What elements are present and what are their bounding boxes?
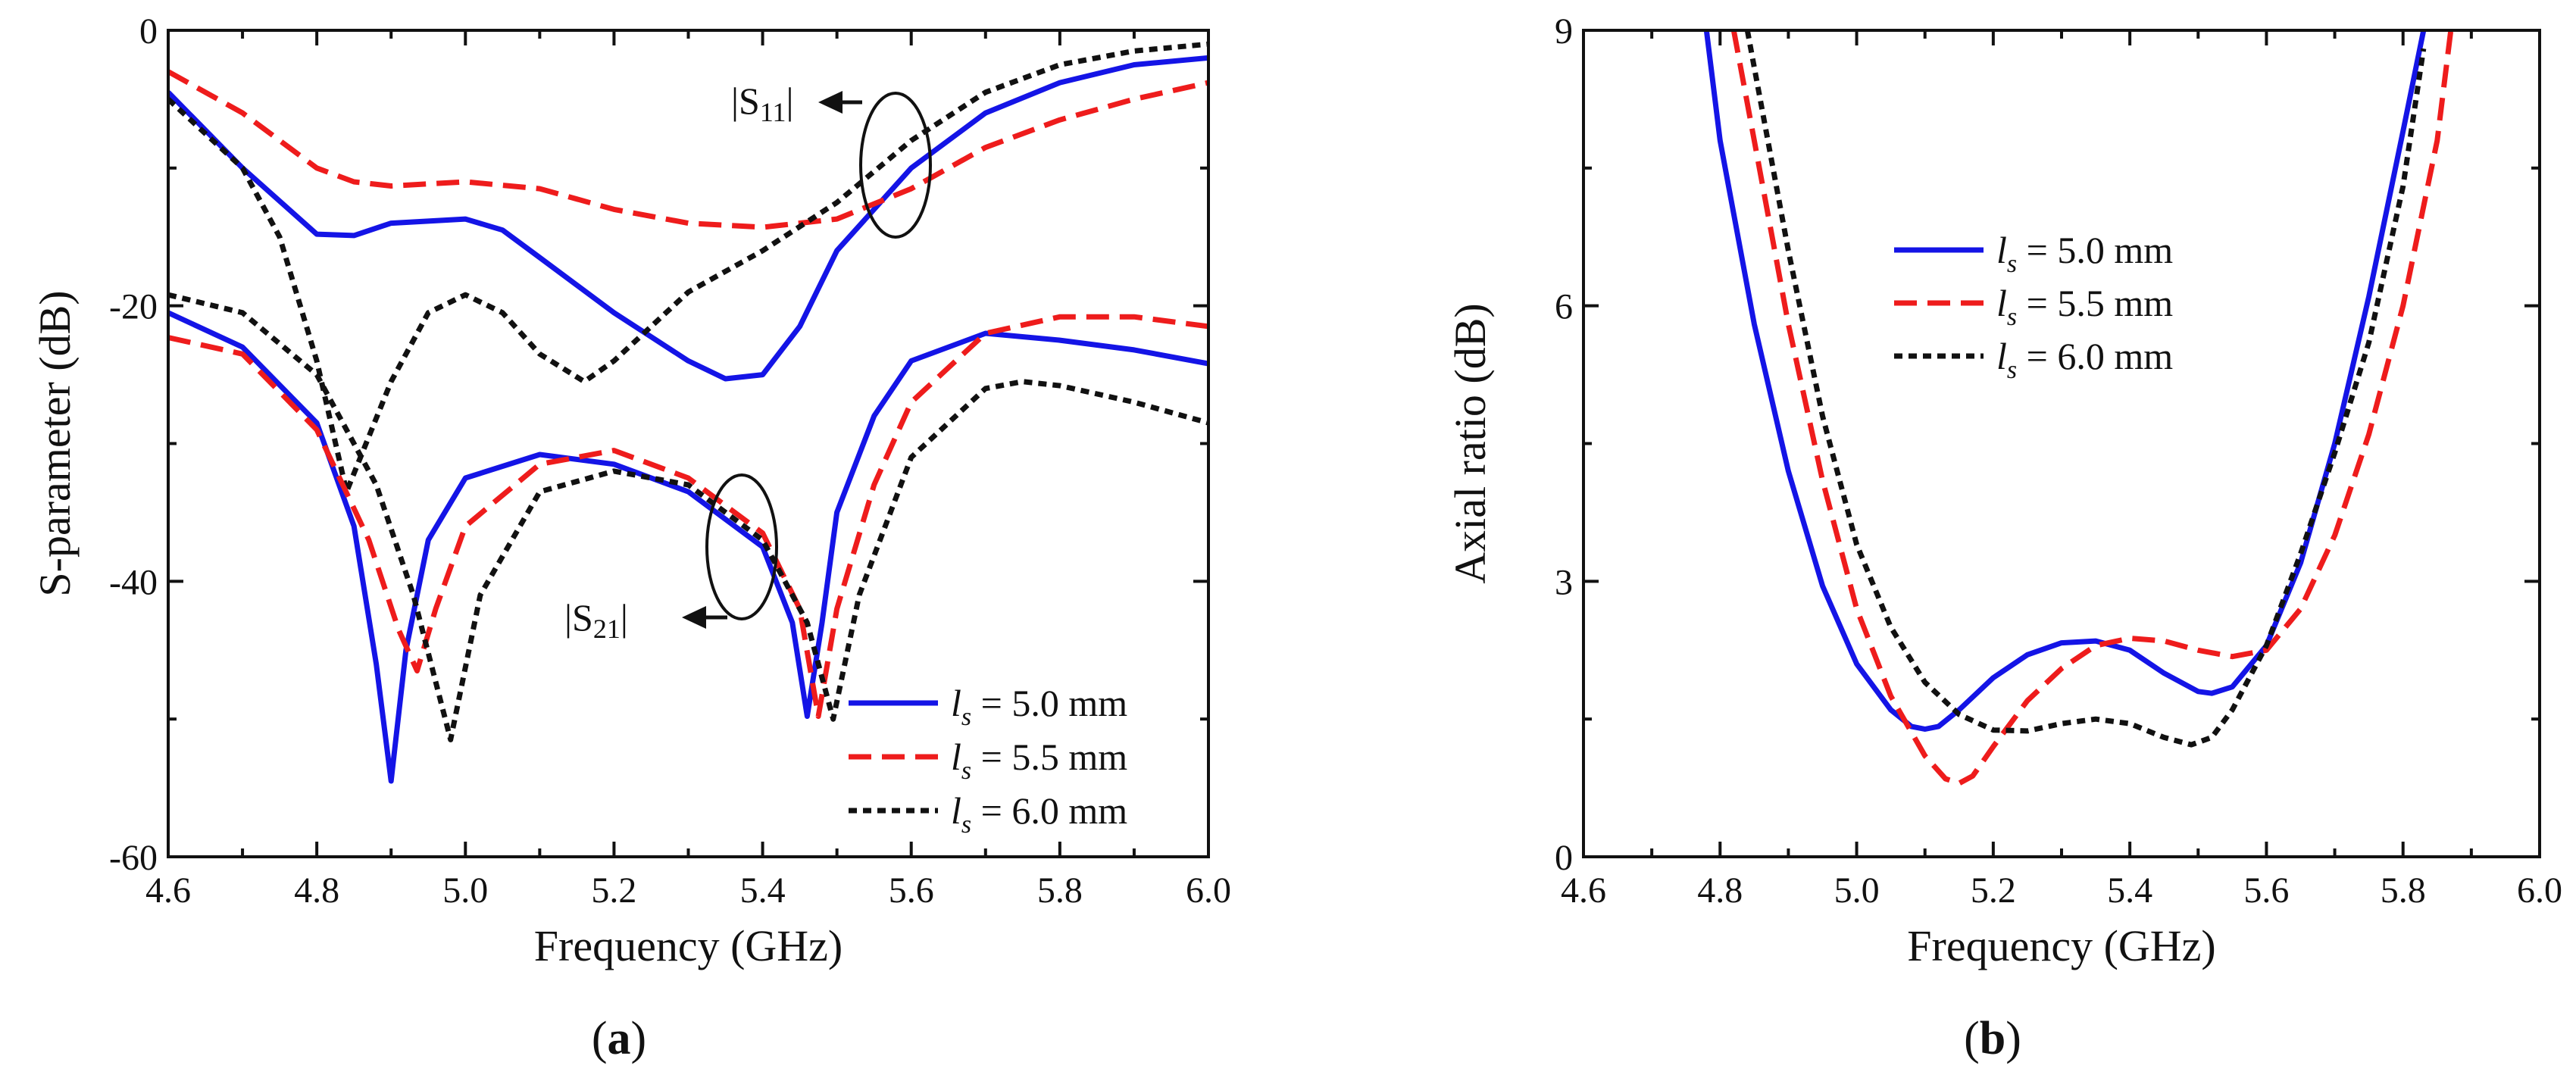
chart-b-xtick-label-2: 5.0 xyxy=(1834,870,1880,911)
chart-a-annotation-arrowhead-1 xyxy=(682,606,706,629)
chart-b-legend-var-2: l xyxy=(1996,335,2007,377)
chart-b-ytick-label-2: 6 xyxy=(1555,287,1573,327)
chart-a-xtick-label-3: 5.2 xyxy=(591,870,636,911)
chart-a-annotation-text-0: |S xyxy=(731,80,760,122)
chart-a-legend-text-1: = 5.5 mm xyxy=(971,736,1127,778)
chart-a-xtick-label-6: 5.8 xyxy=(1037,870,1083,911)
chart-a-series xyxy=(168,41,1208,784)
chart-a-series-4 xyxy=(168,314,1208,719)
chart-b-xtick-label-0: 4.6 xyxy=(1561,870,1606,911)
chart-a-xtick-label-4: 5.4 xyxy=(740,870,786,911)
chart-a-series-5 xyxy=(168,292,1208,742)
chart-a-series-1 xyxy=(168,69,1208,230)
chart-a-annotation-sub-0: 11 xyxy=(760,97,786,127)
chart-a-ytick-label-0: 0 xyxy=(139,11,158,52)
chart-b-legend-label-2: ls = 6.0 mm xyxy=(1996,335,2173,384)
chart-b-xtick-label-5: 5.6 xyxy=(2243,870,2289,911)
chart-a-series-2 xyxy=(168,41,1208,495)
chart-a-series-0 xyxy=(168,55,1208,382)
chart-a-legend-sub-0: s xyxy=(961,703,971,731)
chart-a-ytick-label-3: -60 xyxy=(109,838,158,878)
chart-a-annotation-arrowhead-0 xyxy=(818,91,843,114)
chart-b-legend-sub-0: s xyxy=(2007,250,2017,278)
chart-a-annotation-1: |S21| xyxy=(564,473,778,644)
chart-b-xtick-label-6: 5.8 xyxy=(2381,870,2426,911)
chart-b-legend-sub-1: s xyxy=(2007,303,2017,331)
chart-b-caption-letter: b xyxy=(1980,1013,2005,1064)
chart-a-legend-text-0: = 5.0 mm xyxy=(971,682,1127,724)
chart-b-legend-var-0: l xyxy=(1996,229,2007,271)
chart-b-ytick-label-0: 0 xyxy=(1555,838,1573,878)
chart-a-legend-label-0: ls = 5.0 mm xyxy=(951,682,1127,731)
chart-b-legend-sub-2: s xyxy=(2007,356,2017,384)
chart-a-annotation-suffix-0: | xyxy=(786,80,794,122)
chart-b-series-1 xyxy=(1730,30,2454,786)
chart-a-ylabel: S-parameter (dB) xyxy=(30,290,80,596)
chart-b-ytick-label-1: 3 xyxy=(1555,562,1573,602)
chart-a-ytick-label-1: -20 xyxy=(109,287,158,327)
chart-a-xtick-label-2: 5.0 xyxy=(442,870,488,911)
chart-b-ylabel: Axial ratio (dB) xyxy=(1446,303,1495,583)
chart-a-xtick-label-7: 6.0 xyxy=(1186,870,1231,911)
chart-a-series-3 xyxy=(168,310,1208,784)
chart-b-series-0 xyxy=(1703,30,2427,732)
chart-b-xtick-label-4: 5.4 xyxy=(2107,870,2152,911)
chart-a-caption-letter: a xyxy=(608,1013,631,1064)
chart-b-xtick-label-7: 6.0 xyxy=(2517,870,2562,911)
chart-a-annotation-suffix-1: | xyxy=(621,596,628,639)
chart-a: 4.6 4.8 5.0 5.2 5.4 5.6 5.8 6.0 0 -20 -40 -60 Freque… xyxy=(30,11,1231,1064)
chart-a-legend-label-1: ls = 5.5 mm xyxy=(951,736,1127,785)
chart-b-caption-open: ( xyxy=(1964,1013,1980,1064)
chart-a-legend-sub-1: s xyxy=(961,757,971,785)
chart-b: 4.6 4.8 5.0 5.2 5.4 5.6 5.8 6.0 0 3 6 9 Frequency (G… xyxy=(1446,11,2562,1064)
chart-b-ytick-label-3: 9 xyxy=(1555,11,1573,52)
chart-a-annotation-0: |S11| xyxy=(731,80,932,239)
chart-a-caption: (a) xyxy=(592,1013,646,1064)
chart-a-annotation-label-0: |S11| xyxy=(731,80,794,127)
chart-a-annotation-text-1: |S xyxy=(564,596,593,639)
chart-a-annotation-label-1: |S21| xyxy=(564,596,628,644)
chart-a-caption-close: ) xyxy=(631,1013,647,1064)
chart-a-annotation-sub-1: 21 xyxy=(593,614,621,644)
chart-a-legend-text-2: = 6.0 mm xyxy=(971,789,1127,832)
chart-b-xlabel: Frequency (GHz) xyxy=(1907,921,2215,970)
chart-b-legend-label-1: ls = 5.5 mm xyxy=(1996,282,2173,331)
chart-a-annotation-ellipse-1 xyxy=(705,473,778,620)
chart-b-legend-text-1: = 5.5 mm xyxy=(2017,282,2173,324)
chart-b-xtick-label-1: 4.8 xyxy=(1697,870,1743,911)
chart-a-legend-var-1: l xyxy=(951,736,961,778)
chart-b-legend-text-2: = 6.0 mm xyxy=(2017,335,2173,377)
chart-a-legend-var-0: l xyxy=(951,682,961,724)
chart-a-xtick-label-1: 4.8 xyxy=(294,870,339,911)
chart-b-xtick-label-3: 5.2 xyxy=(1971,870,2016,911)
chart-a-xtick-label-5: 5.6 xyxy=(889,870,934,911)
chart-b-caption: (b) xyxy=(1964,1013,2021,1064)
chart-a-xlabel: Frequency (GHz) xyxy=(534,921,843,970)
chart-a-legend-var-2: l xyxy=(951,789,961,832)
chart-a-legend-label-2: ls = 6.0 mm xyxy=(951,789,1127,839)
chart-a-ytick-label-2: -40 xyxy=(109,562,158,602)
chart-b-legend-var-1: l xyxy=(1996,282,2007,324)
chart-a-caption-open: ( xyxy=(592,1013,608,1064)
chart-b-series xyxy=(1703,30,2454,786)
chart-b-legend-label-0: ls = 5.0 mm xyxy=(1996,229,2173,278)
chart-a-legend-sub-2: s xyxy=(961,811,971,839)
chart-b-caption-close: ) xyxy=(2005,1013,2021,1064)
chart-a-annotation-ellipse-0 xyxy=(859,92,932,239)
chart-a-xtick-label-0: 4.6 xyxy=(145,870,191,911)
chart-b-legend-text-0: = 5.0 mm xyxy=(2017,229,2173,271)
chart-b-series-2 xyxy=(1744,30,2427,748)
